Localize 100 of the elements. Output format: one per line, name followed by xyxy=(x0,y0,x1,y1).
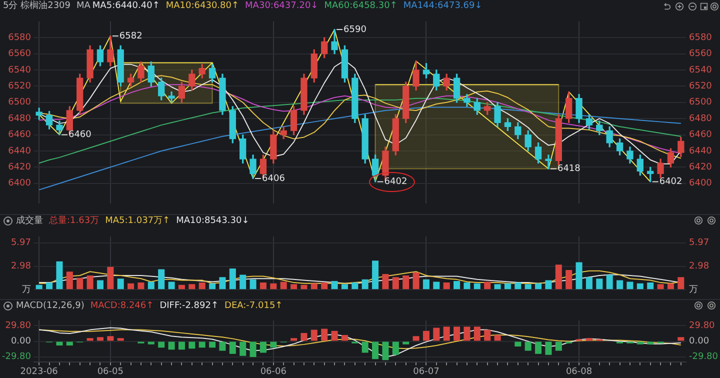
bar xyxy=(219,342,226,351)
bar xyxy=(412,336,420,341)
data-label: 6402 xyxy=(384,177,408,188)
bar xyxy=(209,342,216,348)
y-tick-label: 6500 xyxy=(8,98,32,108)
y-tick-label: 5.97 xyxy=(10,238,31,248)
legend-title: MA xyxy=(76,1,90,11)
bar xyxy=(464,282,470,290)
bar xyxy=(300,332,308,341)
bar xyxy=(626,282,634,290)
bar xyxy=(260,282,266,290)
bar xyxy=(280,282,287,290)
text: MA10:8543.30↓ xyxy=(176,216,250,226)
bar xyxy=(198,342,206,348)
x-tick-label: 06-05 xyxy=(97,366,124,377)
bar xyxy=(158,342,165,348)
chart-title: 成交量 xyxy=(16,216,43,226)
y2-tick-label: 6460 xyxy=(689,130,712,140)
y2-tick-label: 6560 xyxy=(689,49,712,60)
chart-title: 5分 棕榈油2309 xyxy=(3,1,70,11)
y-tick-label: 6580 xyxy=(8,32,32,43)
bar xyxy=(341,335,348,341)
data-label: 6582 xyxy=(119,31,142,42)
bar xyxy=(331,280,338,290)
bar xyxy=(678,277,684,290)
bar xyxy=(198,282,206,290)
bar xyxy=(372,342,379,360)
y-tick-label: 29.80 xyxy=(5,321,32,332)
bar xyxy=(168,282,175,290)
text: MA10:6430.80↑ xyxy=(166,1,240,11)
bar xyxy=(107,266,114,290)
y-tick-label: 6420 xyxy=(8,162,32,173)
bar xyxy=(86,276,94,290)
bar xyxy=(402,342,410,344)
bar xyxy=(596,278,603,290)
text: MA30:6437.20↓ xyxy=(245,1,318,11)
bar xyxy=(412,272,420,290)
text: MACD:8.246↑ xyxy=(90,301,154,311)
y-tick-label: 6560 xyxy=(8,49,32,60)
y2-tick-label: 6400 xyxy=(689,178,712,189)
data-label: 6406 xyxy=(262,174,286,184)
bar xyxy=(362,279,368,290)
bar xyxy=(56,261,63,290)
bar xyxy=(300,284,308,290)
bar xyxy=(636,342,644,344)
y2-tick-label: 5.97 xyxy=(689,238,710,248)
x-tick-label: 06-07 xyxy=(413,366,440,377)
bar xyxy=(158,269,165,290)
y-tick-label: 6520 xyxy=(8,82,32,92)
bar xyxy=(178,342,185,350)
y2-tick-label: 6520 xyxy=(689,82,712,92)
text: DEA:-7.015↑ xyxy=(224,301,283,311)
bar xyxy=(240,274,246,290)
bar xyxy=(270,283,277,290)
bar xyxy=(117,338,124,341)
bar xyxy=(555,264,562,290)
bar xyxy=(667,283,674,290)
bar xyxy=(310,330,318,341)
bar xyxy=(36,284,42,290)
bar xyxy=(229,342,236,354)
x-tick-label: 06-06 xyxy=(260,366,287,377)
data-label: 6590 xyxy=(344,24,367,35)
bar xyxy=(647,342,654,344)
y-tick-label: 2.98 xyxy=(10,262,32,272)
bar xyxy=(494,335,501,341)
bar xyxy=(586,338,592,341)
bar xyxy=(66,342,73,346)
bar xyxy=(148,282,154,290)
x-tick-label: 2023-06 xyxy=(20,366,58,377)
bar xyxy=(321,282,328,290)
bar xyxy=(148,342,154,344)
bar xyxy=(382,274,389,290)
bar xyxy=(576,262,582,290)
bar xyxy=(382,342,389,360)
bar xyxy=(504,283,511,290)
text: MA60:6458.30↑ xyxy=(324,1,398,11)
bar xyxy=(443,282,450,290)
bar xyxy=(250,342,256,357)
text: DIFF:-2.892↑ xyxy=(160,301,219,311)
bar xyxy=(209,283,216,290)
y-tick-label: 6440 xyxy=(8,146,32,156)
y2-tick-label: 6480 xyxy=(689,114,712,124)
bar xyxy=(433,282,440,290)
y2-tick-label: 6580 xyxy=(689,32,712,43)
bar xyxy=(290,338,298,341)
bar xyxy=(494,284,501,290)
bar xyxy=(545,280,552,290)
y2-tick-label: -29.80 xyxy=(689,352,718,362)
bar xyxy=(454,326,460,341)
bar xyxy=(321,328,328,341)
chart-title: MACD(12,26,9) xyxy=(16,301,84,311)
bar xyxy=(250,279,256,290)
bar xyxy=(310,283,318,290)
y2-tick-label: 6500 xyxy=(689,98,712,108)
bar xyxy=(514,282,522,290)
bar xyxy=(392,342,399,355)
bar xyxy=(484,282,491,290)
bar xyxy=(260,342,266,353)
bar xyxy=(454,280,460,290)
bar xyxy=(66,272,73,290)
